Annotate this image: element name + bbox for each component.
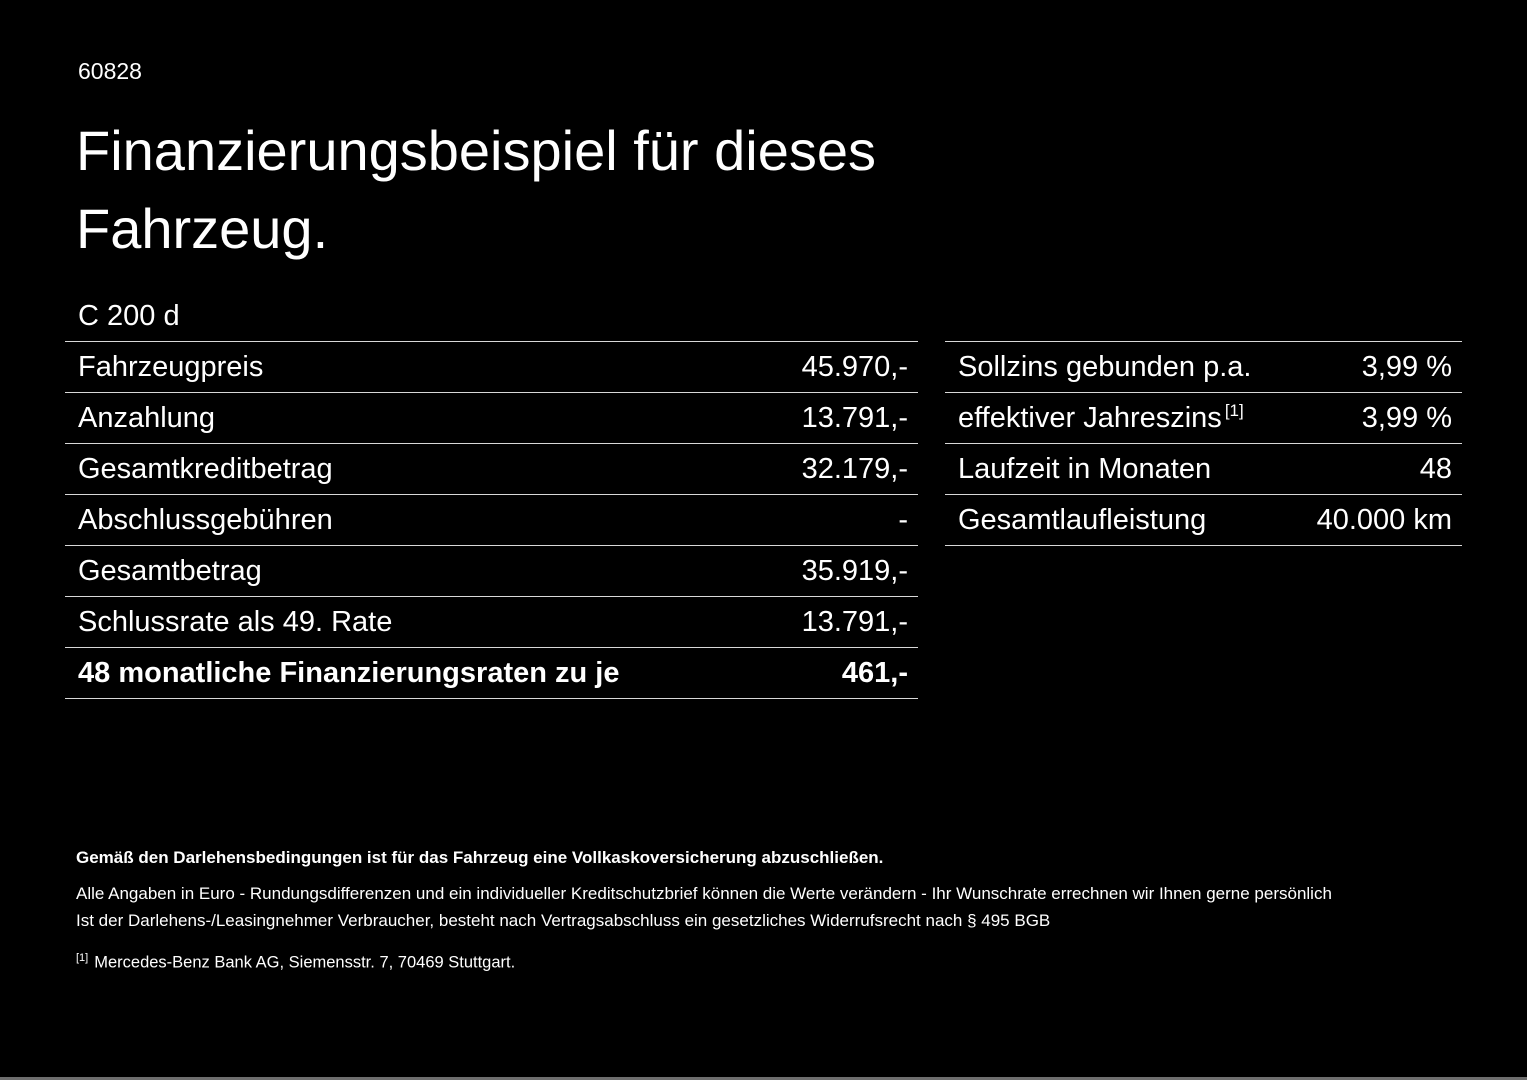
table-row: Sollzins gebunden p.a. 3,99 % [945, 342, 1462, 393]
row-label: Anzahlung [78, 401, 216, 434]
table-row: Schlussrate als 49. Rate 13.791,- [65, 597, 918, 648]
row-value: 32.179,- [801, 452, 908, 485]
row-value: 40.000 km [1316, 503, 1452, 536]
table-row: Anzahlung 13.791,- [65, 393, 918, 444]
table-row-monthly-rate: 48 monatliche Finanzierungsraten zu je 4… [65, 648, 918, 699]
page-title-line-1: Finanzierungsbeispiel für dieses [76, 119, 876, 182]
row-value: 45.970,- [801, 350, 908, 383]
euro-rounding-note: Alle Angaben in Euro - Rundungsdifferenz… [76, 884, 1332, 903]
insurance-requirement-note: Gemäß den Darlehensbedingungen ist für d… [76, 848, 884, 867]
table-row: Gesamtbetrag 35.919,- [65, 546, 918, 597]
row-value: 35.919,- [801, 554, 908, 587]
row-value: 3,99 % [1361, 350, 1452, 383]
withdrawal-right-note: Ist der Darlehens-/Leasingnehmer Verbrau… [76, 911, 1051, 930]
row-value: 48 [1419, 452, 1452, 485]
footnote-bank-address: [1] Mercedes-Benz Bank AG, Siemensstr. 7,… [76, 952, 1496, 973]
row-label-text: effektiver Jahreszins [958, 401, 1222, 434]
table-row: Gesamtlaufleistung 40.000 km [945, 495, 1462, 546]
table-row: effektiver Jahreszins [1] 3,99 % [945, 393, 1462, 444]
row-value: 3,99 % [1361, 401, 1452, 434]
row-value: 13.791,- [801, 605, 908, 638]
conditions-table: Sollzins gebunden p.a. 3,99 % effektiver… [945, 341, 1462, 546]
document-id: 60828 [78, 58, 142, 84]
row-value: 461,- [841, 656, 908, 689]
table-row: Laufzeit in Monaten 48 [945, 444, 1462, 495]
table-row: Gesamtkreditbetrag 32.179,- [65, 444, 918, 495]
row-value: 13.791,- [801, 401, 908, 434]
row-label: Gesamtbetrag [78, 554, 262, 587]
table-row: Fahrzeugpreis 45.970,- [65, 342, 918, 393]
row-label: effektiver Jahreszins [1] [958, 402, 1244, 435]
row-label: Fahrzeugpreis [78, 350, 264, 383]
row-label: Laufzeit in Monaten [958, 452, 1212, 485]
row-label: Schlussrate als 49. Rate [78, 605, 393, 638]
bottom-edge-line [0, 1077, 1527, 1080]
page-title: Finanzierungsbeispiel für dieses Fahrzeug… [76, 112, 876, 268]
footnote-marker: [1] [76, 952, 89, 964]
legal-footer: Gemäß den Darlehensbedingungen ist für d… [76, 848, 1496, 973]
row-label: Gesamtlaufleistung [958, 503, 1207, 536]
vehicle-model: C 200 d [78, 300, 180, 332]
footnote-text: Mercedes-Benz Bank AG, Siemensstr. 7, 70… [94, 953, 516, 972]
page-title-line-2: Fahrzeug. [76, 197, 329, 260]
row-value: - [898, 503, 908, 536]
row-label: 48 monatliche Finanzierungsraten zu je [78, 656, 620, 689]
table-row: Abschlussgebühren - [65, 495, 918, 546]
row-label: Sollzins gebunden p.a. [958, 350, 1252, 383]
row-label: Gesamtkreditbetrag [78, 452, 333, 485]
footnote-reference-marker: [1] [1224, 400, 1244, 420]
financing-table: Fahrzeugpreis 45.970,- Anzahlung 13.791,… [65, 341, 918, 699]
row-label: Abschlussgebühren [78, 503, 333, 536]
